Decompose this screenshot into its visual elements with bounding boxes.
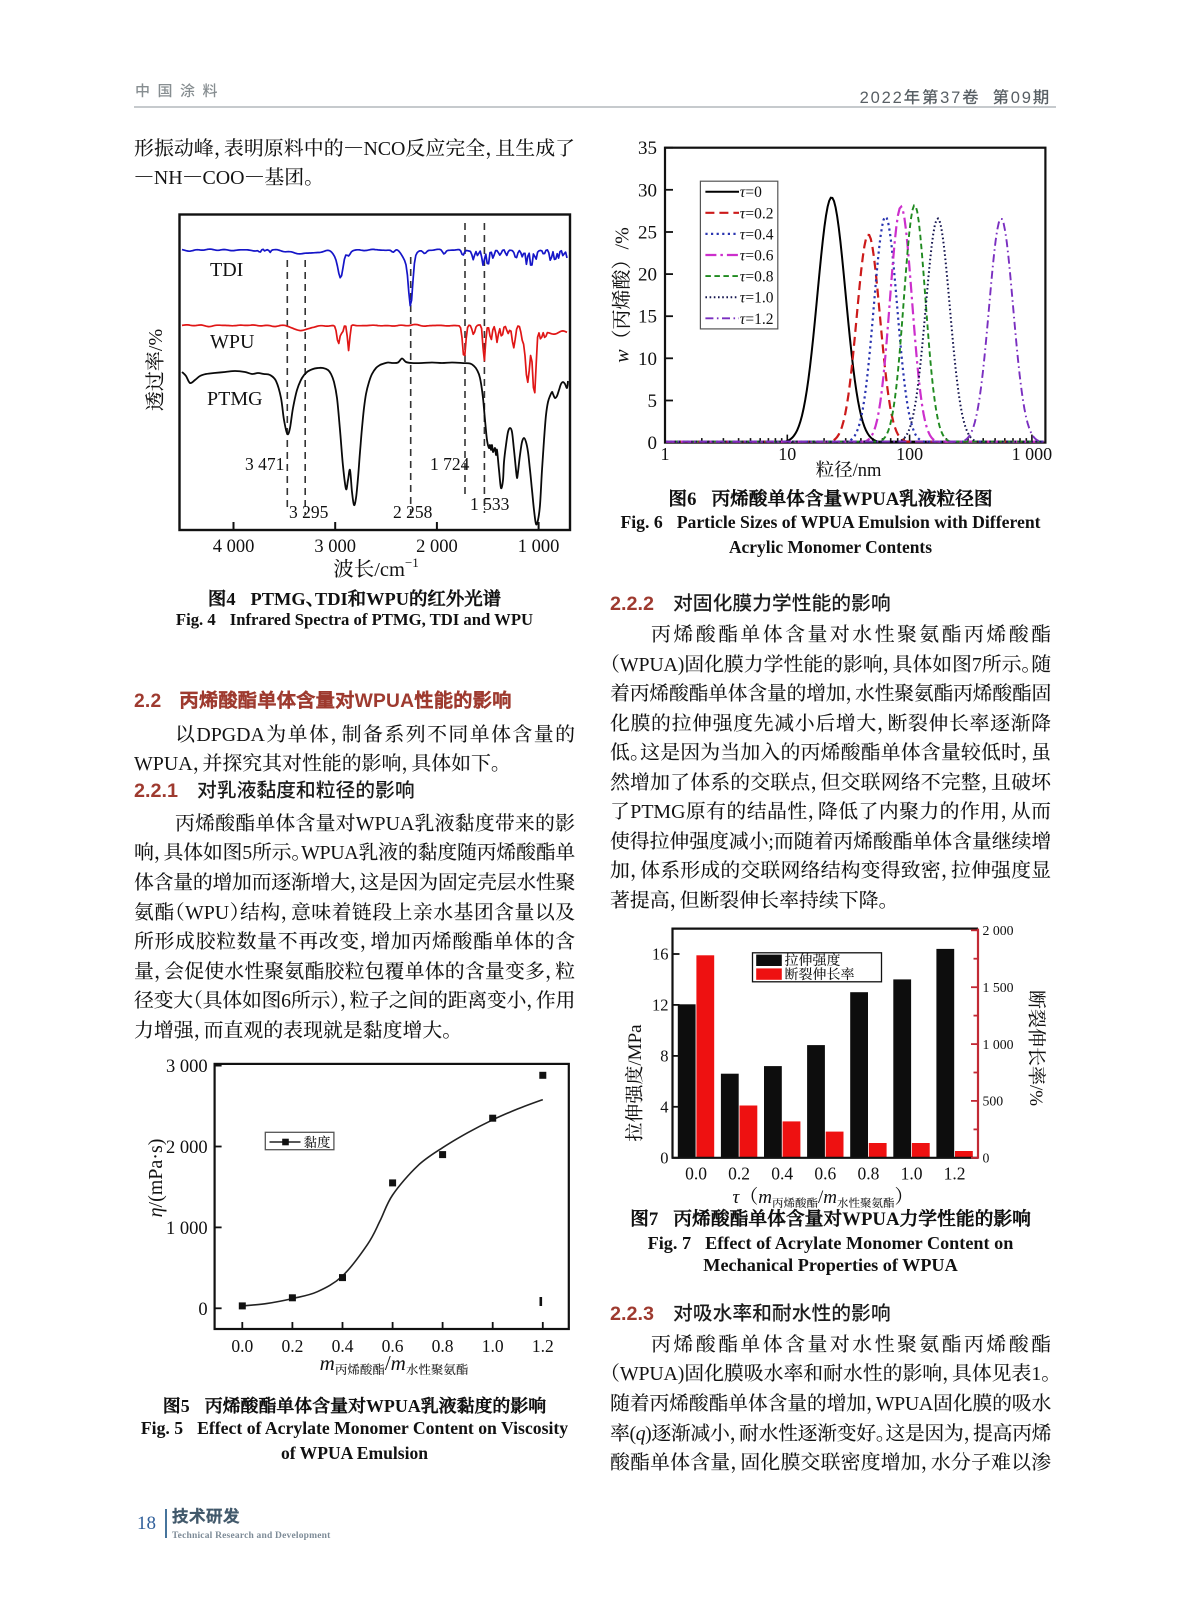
svg-text:0.2: 0.2 — [728, 1163, 750, 1183]
svg-text:2 000: 2 000 — [416, 537, 458, 557]
svg-text:0.6: 0.6 — [382, 1336, 404, 1356]
svg-text:10: 10 — [638, 349, 657, 370]
svg-text:0: 0 — [983, 1151, 990, 1166]
svg-text:100: 100 — [896, 444, 923, 464]
svg-text:35: 35 — [638, 138, 657, 159]
svg-text:3 295: 3 295 — [289, 502, 329, 522]
svg-text:15: 15 — [638, 307, 657, 328]
svg-text:8: 8 — [660, 1046, 668, 1065]
svg-text:τ=0: τ=0 — [740, 184, 762, 201]
svg-text:1 000: 1 000 — [518, 537, 560, 557]
svg-text:0.4: 0.4 — [332, 1336, 354, 1356]
svg-text:3 000: 3 000 — [166, 1057, 208, 1077]
svg-text:0: 0 — [198, 1300, 207, 1320]
svg-text:0.8: 0.8 — [857, 1163, 879, 1183]
svg-text:20: 20 — [638, 265, 657, 286]
svg-text:WPU: WPU — [210, 331, 255, 353]
svg-text:1 533: 1 533 — [470, 494, 510, 514]
svg-text:τ=1.0: τ=1.0 — [740, 290, 774, 307]
svg-text:透过率/%: 透过率/% — [140, 329, 168, 411]
svg-text:2 258: 2 258 — [393, 502, 433, 522]
svg-text:拉伸强度/MPa: 拉伸强度/MPa — [620, 1024, 647, 1142]
svg-text:0.0: 0.0 — [685, 1163, 707, 1183]
svg-text:0.0: 0.0 — [231, 1336, 253, 1356]
svg-text:25: 25 — [638, 223, 657, 244]
svg-text:1.2: 1.2 — [532, 1336, 554, 1356]
svg-text:4 000: 4 000 — [213, 537, 255, 557]
svg-text:τ=0.8: τ=0.8 — [740, 269, 774, 286]
svg-text:0.8: 0.8 — [432, 1336, 454, 1356]
svg-text:5: 5 — [648, 391, 658, 412]
svg-text:0.2: 0.2 — [281, 1336, 303, 1356]
svg-text:1 000: 1 000 — [166, 1219, 208, 1239]
svg-text:4: 4 — [660, 1097, 668, 1116]
svg-text:粒径/nm: 粒径/nm — [816, 456, 882, 482]
svg-text:τ（m丙烯酸酯/m水性聚氨酯）: τ（m丙烯酸酯/m水性聚氨酯） — [732, 1182, 913, 1211]
svg-text:1 724: 1 724 — [430, 454, 470, 474]
svg-text:1 000: 1 000 — [983, 1037, 1014, 1052]
svg-text:τ=1.2: τ=1.2 — [740, 311, 774, 328]
svg-text:τ=0.6: τ=0.6 — [740, 248, 774, 265]
svg-text:1 500: 1 500 — [983, 980, 1014, 995]
svg-text:τ=0.4: τ=0.4 — [740, 226, 774, 243]
svg-text:0: 0 — [660, 1148, 668, 1167]
svg-text:500: 500 — [983, 1094, 1004, 1109]
svg-text:TDI: TDI — [210, 259, 243, 281]
svg-text:PTMG: PTMG — [207, 388, 263, 410]
svg-text:1 000: 1 000 — [1012, 444, 1053, 464]
svg-text:2 000: 2 000 — [983, 923, 1014, 938]
svg-text:w（丙烯酸）/%: w（丙烯酸）/% — [606, 227, 635, 363]
svg-text:断裂伸长率: 断裂伸长率 — [785, 964, 855, 984]
svg-text:1.0: 1.0 — [482, 1336, 504, 1356]
svg-text:10: 10 — [778, 444, 796, 464]
svg-text:1.0: 1.0 — [901, 1163, 923, 1183]
svg-text:30: 30 — [638, 180, 657, 201]
svg-text:1.2: 1.2 — [944, 1163, 966, 1183]
svg-text:3 000: 3 000 — [314, 537, 356, 557]
svg-text:16: 16 — [652, 945, 669, 964]
svg-text:12: 12 — [652, 995, 669, 1014]
svg-text:0: 0 — [648, 433, 658, 454]
svg-text:2 000: 2 000 — [166, 1138, 208, 1158]
svg-text:1: 1 — [661, 444, 670, 464]
svg-text:τ=0.2: τ=0.2 — [740, 205, 774, 222]
svg-text:m丙烯酸酯/m水性聚氨酯: m丙烯酸酯/m水性聚氨酯 — [320, 1351, 469, 1378]
svg-text:拉伸强度: 拉伸强度 — [785, 950, 841, 970]
svg-text:3 471: 3 471 — [245, 454, 284, 474]
svg-text:波长/cm−1: 波长/cm−1 — [333, 552, 419, 583]
svg-text:0.6: 0.6 — [814, 1163, 836, 1183]
svg-text:黏度: 黏度 — [304, 1131, 331, 1151]
svg-text:断裂伸长率/%: 断裂伸长率/% — [1024, 990, 1051, 1106]
svg-text:η/(mPa·s): η/(mPa·s) — [145, 1139, 167, 1218]
svg-text:0.4: 0.4 — [771, 1163, 793, 1183]
